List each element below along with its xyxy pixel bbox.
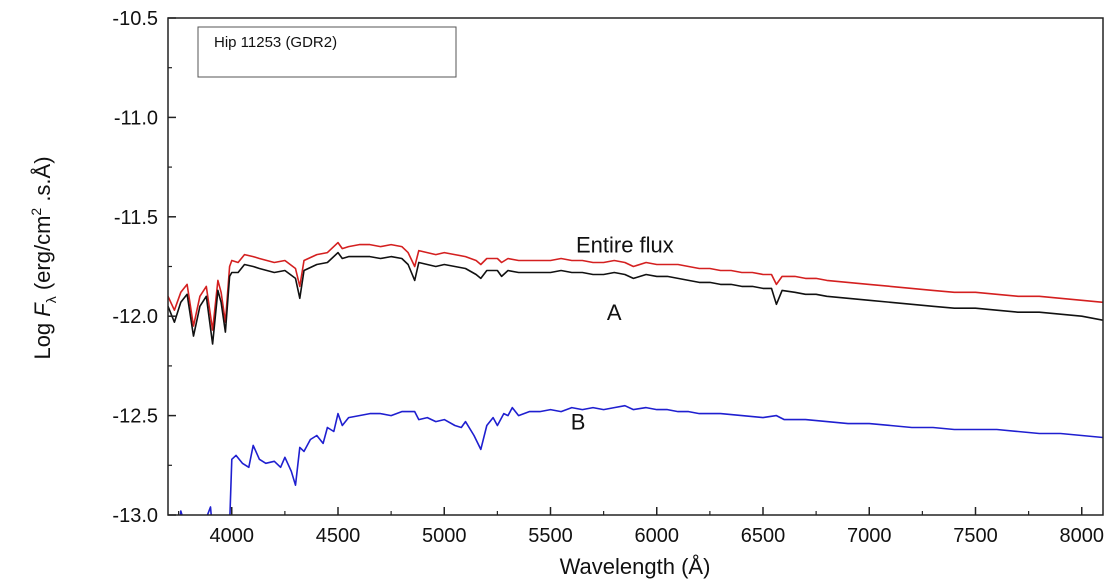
y-axis: -10.5 -11.0 -11.5 -12.0 -12.5 -13.0 [112, 8, 176, 527]
y-axis-title-prefix: Log [30, 317, 55, 360]
x-tick-label: 6000 [635, 525, 680, 547]
x-tick-label: 6500 [741, 525, 786, 547]
series-layer [168, 241, 1103, 515]
x-axis: 4000 4500 5000 5500 6000 6500 7000 7500 8000 [178, 507, 1105, 547]
y-axis-title-close: .s.Å) [30, 156, 55, 207]
x-tick-label: 7500 [953, 525, 998, 547]
x-tick-label: 8000 [1060, 525, 1105, 547]
x-tick-label: 4500 [316, 525, 361, 547]
legend-text: Hip 11253 (GDR2) [214, 34, 337, 51]
x-tick-label: 7000 [847, 525, 892, 547]
annotation-label: B [571, 410, 586, 435]
y-tick-label: -12.0 [112, 306, 158, 328]
x-axis-title: Wavelength (Å) [560, 554, 711, 579]
y-axis-title-sub: λ [43, 296, 59, 303]
y-axis-title: Log Fλ (erg/cm2 .s.Å) [28, 156, 59, 359]
x-tick-label: 4000 [210, 525, 255, 547]
y-axis-title-f: F [30, 302, 55, 317]
x-tick-label: 5000 [422, 525, 467, 547]
series-line-1 [168, 241, 1103, 331]
annotations: Entire flux A B [571, 233, 674, 435]
y-axis-title-open: (erg/cm [30, 216, 55, 297]
x-tick-label: 5500 [528, 525, 573, 547]
y-tick-label: -10.5 [112, 8, 158, 30]
annotation-label: Entire flux [576, 233, 674, 258]
legend-box: Hip 11253 (GDR2) [197, 26, 457, 78]
y-axis-title-sup: 2 [28, 208, 44, 216]
annotation-label: A [607, 300, 622, 325]
series-line-3 [179, 404, 1103, 515]
series-line-2 [168, 251, 1103, 345]
y-tick-label: -11.0 [114, 107, 158, 129]
y-tick-label: -11.5 [114, 207, 158, 229]
y-tick-label: -12.5 [112, 406, 158, 428]
y-tick-label: -13.0 [112, 505, 158, 527]
